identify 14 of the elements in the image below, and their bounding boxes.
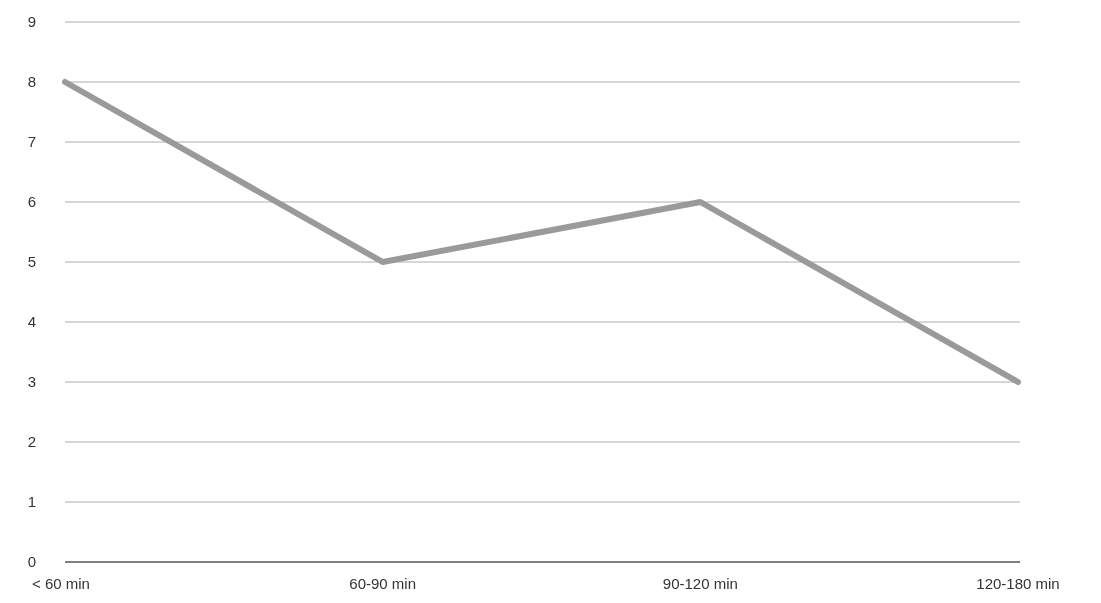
- y-tick-label: 6: [27, 193, 37, 211]
- y-tick-label: 2: [27, 433, 37, 451]
- x-tick-label: 120-180 min: [976, 575, 1060, 592]
- y-tick-label: 0: [27, 553, 37, 571]
- y-tick-label: 4: [27, 313, 37, 331]
- y-tick-label: 5: [27, 253, 37, 271]
- x-tick-label: 60-90 min: [349, 575, 417, 592]
- y-tick-label: 3: [27, 373, 37, 391]
- y-tick-label: 8: [27, 73, 37, 91]
- y-tick-label: 1: [27, 493, 37, 511]
- x-tick-label: < 60 min: [32, 575, 90, 592]
- y-tick-label: 7: [27, 133, 37, 151]
- y-tick-label: 9: [27, 13, 37, 31]
- x-tick-label: 90-120 min: [662, 575, 738, 592]
